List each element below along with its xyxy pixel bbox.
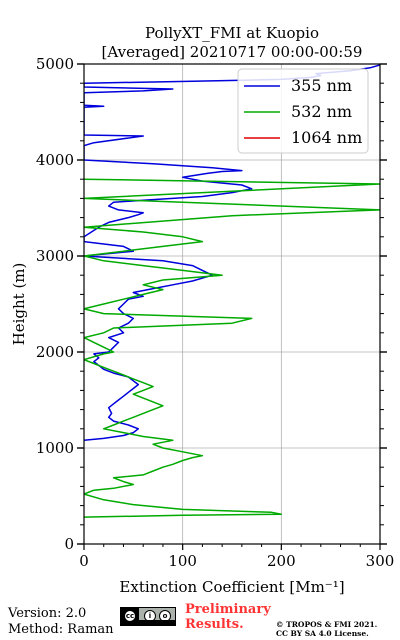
y-tick-label: 1000 [36,439,74,457]
y-tick-label: 0 [64,535,74,553]
y-tick-label: 4000 [36,151,74,169]
y-tick-label: 5000 [36,55,74,73]
x-tick-label: 300 [366,552,395,570]
preliminary-line-2: Results. [185,617,244,632]
legend-label: 532 nm [291,102,352,121]
cc-by-sa-license-icon: cc i o [120,607,176,626]
legend-label: 355 nm [291,76,352,95]
copyright-text: © TROPOS & FMI 2021. CC BY SA 4.0 Licens… [276,620,377,638]
x-tick-label: 200 [267,552,296,570]
x-tick-label: 0 [79,552,89,570]
cc-badge-bar [139,620,175,625]
y-tick-label: 3000 [36,247,74,265]
x-axis-label: Extinction Coefficient [Mm⁻¹] [119,578,344,596]
method-text: Method: Raman [8,622,114,637]
y-tick-label: 2000 [36,343,74,361]
version-text: Version: 2.0 [8,606,87,621]
extinction-profile-chart: PollyXT_FMI at Kuopio [Averaged] 2021071… [10,24,395,596]
chart-title-line-1: PollyXT_FMI at Kuopio [145,24,319,42]
y-axis-label: Height (m) [10,263,28,346]
copyright-line-2: CC BY SA 4.0 License. [276,629,369,638]
x-tick-label: 100 [168,552,197,570]
x-axis-label-text: Extinction Coefficient [Mm⁻¹] [119,578,344,596]
legend-label: 1064 nm [291,128,362,147]
series-line-532-nm [84,178,380,518]
legend: 355 nm 532 nm 1064 nm [237,68,369,154]
series-layer [84,64,380,518]
cc-icon: cc [124,610,136,622]
plot-frame [83,63,381,545]
chart-title-line-2: [Averaged] 20210717 00:00-00:59 [102,43,363,61]
preliminary-results-text: Preliminary Results. [185,602,271,632]
copyright-line-1: © TROPOS & FMI 2021. [276,620,378,629]
preliminary-line-1: Preliminary [185,602,271,617]
